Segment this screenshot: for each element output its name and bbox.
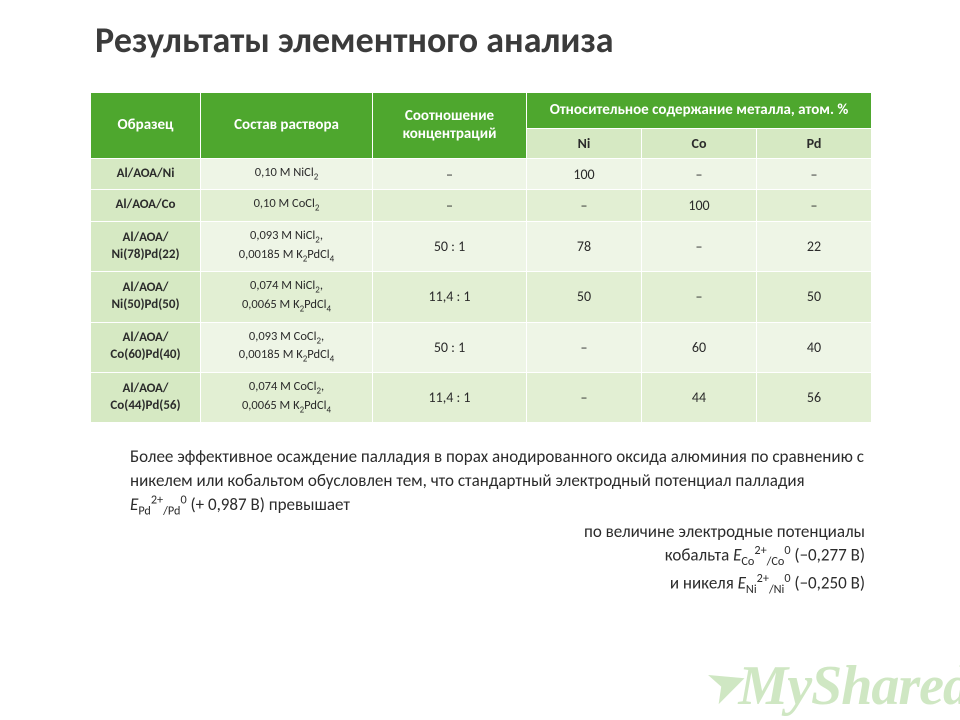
cell-sample: Al/АОА/ Co(44)Pd(56) xyxy=(91,372,201,422)
table-row: Al/АОА/ Co(60)Pd(40)0,093 М CoCl2,0,0018… xyxy=(91,322,872,372)
text-line-3: по величине электродные потенциалы xyxy=(130,520,865,543)
cell-composition: 0,074 М CoCl2,0,0065 М K2PdCl4 xyxy=(201,372,373,422)
cell-ni: – xyxy=(527,372,642,422)
cell-composition: 0,10 М NiCl2 xyxy=(201,158,373,190)
th-pd: Pd xyxy=(757,128,872,158)
cell-ni: – xyxy=(527,190,642,222)
watermark-arrow-icon: ➤ xyxy=(701,654,752,714)
cell-composition: 0,093 М NiCl2,0,00185 М K2PdCl4 xyxy=(201,222,373,272)
cell-co: 100 xyxy=(642,190,757,222)
cell-composition: 0,10 М CoCl2 xyxy=(201,190,373,222)
table-row: Al/АОА/ Co(44)Pd(56)0,074 М CoCl2,0,0065… xyxy=(91,372,872,422)
cell-co: – xyxy=(642,222,757,272)
explanation-text: Более эффективное осаждение палладия в п… xyxy=(130,445,865,599)
cell-pd: 40 xyxy=(757,322,872,372)
cell-ratio: – xyxy=(373,158,527,190)
cell-sample: Al/АОА/Co xyxy=(91,190,201,222)
cell-pd: – xyxy=(757,158,872,190)
table-row: Al/АОА/ Ni(78)Pd(22)0,093 М NiCl2,0,0018… xyxy=(91,222,872,272)
text-line-5: и никеля ENi2+/Ni0 (−0,250 В) xyxy=(130,571,865,599)
watermark: ➤MyShared xyxy=(711,654,960,718)
cell-ratio: 11,4 : 1 xyxy=(373,372,527,422)
cell-ratio: 50 : 1 xyxy=(373,222,527,272)
cell-co: 44 xyxy=(642,372,757,422)
results-tbody: Al/АОА/Ni0,10 М NiCl2–100––Al/АОА/Co0,10… xyxy=(91,158,872,422)
cell-sample: Al/АОА/Ni xyxy=(91,158,201,190)
cell-sample: Al/АОА/ Ni(78)Pd(22) xyxy=(91,222,201,272)
cell-composition: 0,093 М CoCl2,0,00185 М K2PdCl4 xyxy=(201,322,373,372)
cell-sample: Al/АОА/ Ni(50)Pd(50) xyxy=(91,272,201,322)
results-table-wrap: Образец Состав раствора Соотношение конц… xyxy=(90,92,872,423)
table-row: Al/АОА/Co0,10 М CoCl2––100– xyxy=(91,190,872,222)
table-row: Al/АОА/Ni0,10 М NiCl2–100–– xyxy=(91,158,872,190)
th-ratio: Соотношение концентраций xyxy=(373,93,527,159)
cell-pd: 56 xyxy=(757,372,872,422)
slide-title: Результаты элементного анализа xyxy=(0,0,960,62)
cell-ni: 100 xyxy=(527,158,642,190)
watermark-text: MyShared xyxy=(738,655,960,717)
cell-ni: 50 xyxy=(527,272,642,322)
cell-co: – xyxy=(642,158,757,190)
cell-co: – xyxy=(642,272,757,322)
cell-pd: – xyxy=(757,190,872,222)
th-sample: Образец xyxy=(91,93,201,159)
cell-pd: 50 xyxy=(757,272,872,322)
th-ni: Ni xyxy=(527,128,642,158)
cell-pd: 22 xyxy=(757,222,872,272)
cell-ni: – xyxy=(527,322,642,372)
cell-ni: 78 xyxy=(527,222,642,272)
cell-ratio: 50 : 1 xyxy=(373,322,527,372)
cell-sample: Al/АОА/ Co(60)Pd(40) xyxy=(91,322,201,372)
cell-ratio: 11,4 : 1 xyxy=(373,272,527,322)
cell-ratio: – xyxy=(373,190,527,222)
th-composition: Состав раствора xyxy=(201,93,373,159)
results-table: Образец Состав раствора Соотношение конц… xyxy=(90,92,872,423)
text-line-4: кобальта ECo2+/Co0 (−0,277 В) xyxy=(130,543,865,571)
th-relative: Относительное содержание металла, атом. … xyxy=(527,93,872,129)
table-row: Al/АОА/ Ni(50)Pd(50)0,074 М NiCl2,0,0065… xyxy=(91,272,872,322)
cell-co: 60 xyxy=(642,322,757,372)
th-co: Co xyxy=(642,128,757,158)
cell-composition: 0,074 М NiCl2,0,0065 М K2PdCl4 xyxy=(201,272,373,322)
